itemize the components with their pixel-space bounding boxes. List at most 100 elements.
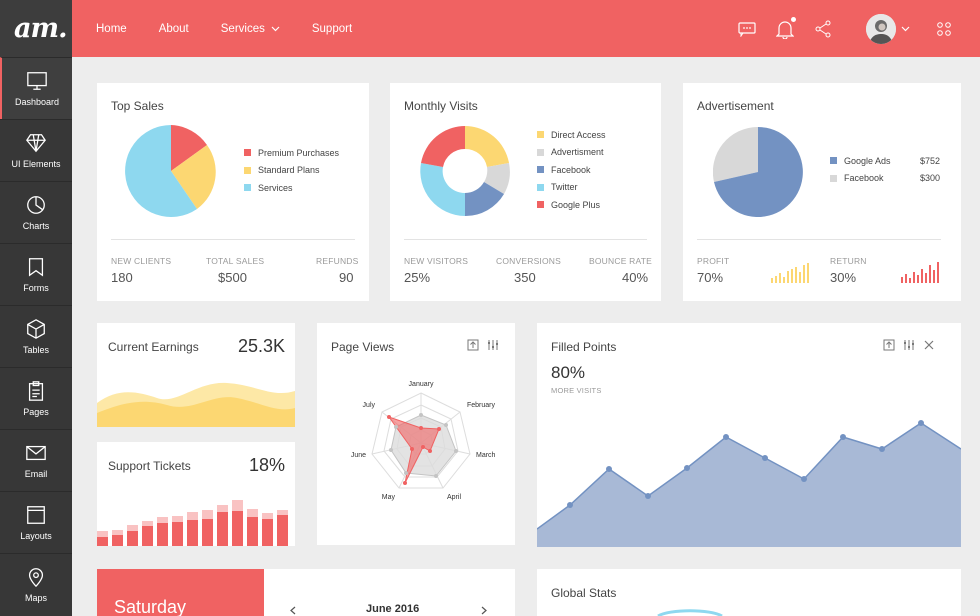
export-icon[interactable] xyxy=(883,339,895,351)
nav-services-label: Services xyxy=(220,22,265,35)
nav-services[interactable]: Services xyxy=(221,23,280,35)
profit-sparkbar xyxy=(771,263,809,283)
stat-value: 25% xyxy=(404,270,431,285)
sidebar-item-label: Layouts xyxy=(20,531,52,541)
stat-value: 30% xyxy=(830,270,857,285)
calendar-day: Saturday xyxy=(114,597,187,616)
advertisement-pie xyxy=(713,127,803,217)
sidebar-item-email[interactable]: Email xyxy=(0,429,72,491)
legend-item: Google Ads xyxy=(844,155,891,166)
donut-slice-direct xyxy=(465,126,509,167)
monthly-visits-card: Monthly Visits Direct Access Advertismen… xyxy=(390,83,661,301)
sidebar-item-label: Pages xyxy=(23,407,49,417)
stat-value: 90 xyxy=(339,270,354,285)
sidebar-item-forms[interactable]: Forms xyxy=(0,243,72,305)
chevron-down-icon xyxy=(901,26,910,31)
sidebar-item-layouts[interactable]: Layouts xyxy=(0,491,72,553)
sidebar-item-label: Maps xyxy=(24,593,47,603)
stat-label: BOUNCE RATE xyxy=(589,256,652,266)
global-stats-card: Global Stats xyxy=(537,569,961,616)
pie-slice-standard xyxy=(171,145,216,209)
support-tickets-card: Support Tickets 18% xyxy=(97,442,295,546)
chevron-left-icon[interactable] xyxy=(290,606,296,615)
legend-item: Twitter xyxy=(551,182,578,193)
brand-logo[interactable]: am. xyxy=(0,0,72,57)
card-title: Support Tickets xyxy=(108,459,191,473)
diamond-icon xyxy=(26,134,46,153)
nav-about[interactable]: About xyxy=(158,22,189,35)
cube-icon xyxy=(27,319,45,339)
sidebar-item-maps[interactable]: Maps xyxy=(0,553,72,615)
current-earnings-card: Current Earnings 25.3K xyxy=(97,323,295,427)
chevron-down-icon xyxy=(271,26,280,31)
sidebar-item-label: Tables xyxy=(22,345,49,355)
legend-item: Google Plus xyxy=(551,199,601,210)
envelope-icon xyxy=(26,445,46,461)
bell-icon[interactable] xyxy=(776,16,796,39)
pie-chart-icon xyxy=(27,196,45,214)
legend-value: $300 xyxy=(919,173,940,184)
monthly-visits-donut xyxy=(420,126,510,216)
pie-slice-google-ads xyxy=(714,127,803,217)
export-icon[interactable] xyxy=(467,339,479,351)
sidebar-item-label: UI Elements xyxy=(11,159,61,169)
radar-axis-label: May xyxy=(382,494,396,501)
stat-value: $500 xyxy=(218,270,247,285)
nav-home[interactable]: Home xyxy=(96,22,127,35)
page-views-card: Page Views January February March April … xyxy=(317,323,515,545)
sidebar-item-pages[interactable]: Pages xyxy=(0,367,72,429)
legend-value: $752 xyxy=(919,155,940,166)
card-title: Current Earnings xyxy=(108,340,199,354)
card-title: Monthly Visits xyxy=(404,99,478,113)
bookmark-icon xyxy=(28,258,44,277)
apps-grid-icon[interactable] xyxy=(936,21,952,37)
sidebar-item-label: Charts xyxy=(22,221,50,231)
card-title: Filled Points xyxy=(551,340,617,354)
pie-slice-services xyxy=(125,125,197,217)
nav-support[interactable]: Support xyxy=(311,22,353,35)
chat-icon[interactable] xyxy=(738,21,756,37)
legend-item: Services xyxy=(258,182,293,193)
advertisement-card: Advertisement Google Ads $752 Facebook $30… xyxy=(683,83,961,301)
stat-label: CONVERSIONS xyxy=(496,256,562,266)
sidebar-item-tables[interactable]: Tables xyxy=(0,305,72,367)
pie-slice-facebook xyxy=(713,127,758,182)
radar-axis-label: January xyxy=(409,381,434,388)
filter-icon[interactable] xyxy=(903,339,915,351)
sidebar-item-charts[interactable]: Charts xyxy=(0,181,72,243)
radar-axis-label: July xyxy=(363,402,376,409)
user-menu[interactable] xyxy=(866,13,910,44)
donut-slice-facebook xyxy=(465,182,504,216)
top-sales-card: Top Sales Premium Purchases Standard Pla… xyxy=(97,83,369,301)
map-pin-icon xyxy=(28,568,44,588)
tickets-value: 18% xyxy=(248,455,285,475)
window-icon xyxy=(27,506,45,524)
advertisement-legend: Google Ads $752 Facebook $300 xyxy=(830,152,940,187)
card-title: Page Views xyxy=(331,340,395,354)
radar-axis-label: March xyxy=(476,452,496,459)
close-icon[interactable] xyxy=(923,339,935,351)
chevron-right-icon[interactable] xyxy=(481,606,487,615)
sidebar-item-ui-elements[interactable]: UI Elements xyxy=(0,119,72,181)
donut-slice-google xyxy=(421,126,465,167)
earnings-value: 25.3K xyxy=(237,336,285,356)
share-icon[interactable] xyxy=(814,20,832,38)
monthly-visits-legend: Direct Access Advertisment Facebook Twit… xyxy=(537,126,606,214)
filter-icon[interactable] xyxy=(487,339,499,351)
donut-slice-advert xyxy=(484,163,510,194)
filled-points-sublabel: MORE VISITS xyxy=(551,386,602,395)
radar-axis-label: February xyxy=(467,402,496,409)
sidebar-item-label: Dashboard xyxy=(14,97,60,107)
radar-axis-label: June xyxy=(351,452,366,459)
calendar-card: Saturday June 2016 xyxy=(97,569,515,616)
sidebar-item-dashboard[interactable]: Dashboard xyxy=(0,57,72,119)
legend-item: Direct Access xyxy=(551,129,606,140)
legend-item: Premium Purchases xyxy=(258,147,340,158)
avatar[interactable] xyxy=(866,13,896,44)
calendar-month: June 2016 xyxy=(366,603,420,615)
top-sales-pie xyxy=(125,125,216,217)
stat-value: 40% xyxy=(622,270,649,285)
stat-label: RETURN xyxy=(830,256,867,266)
notification-dot xyxy=(791,16,796,22)
filled-points-card: Filled Points 80% MORE VISITS xyxy=(537,323,961,547)
